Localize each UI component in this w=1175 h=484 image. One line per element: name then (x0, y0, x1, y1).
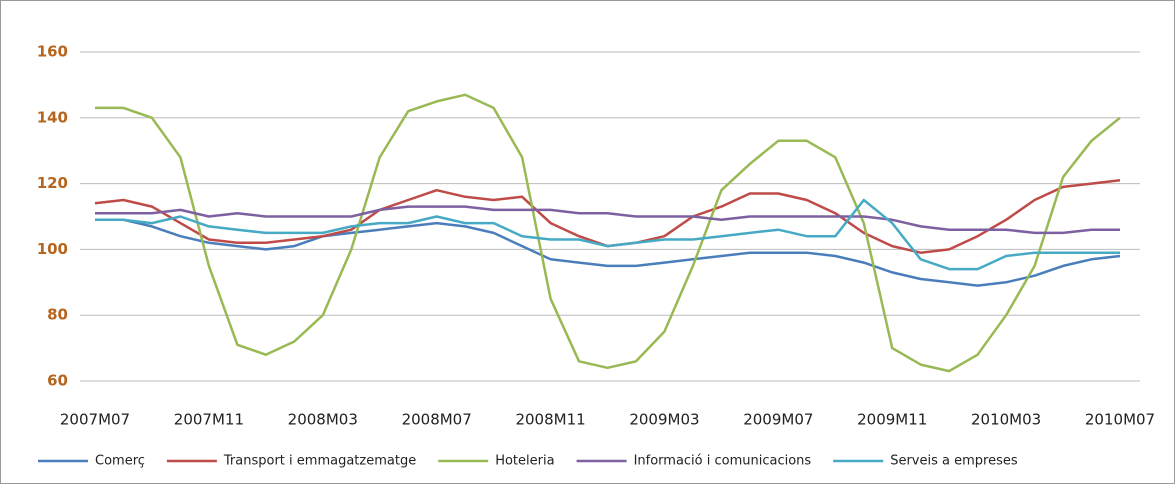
y-tick-label: 140 (37, 108, 68, 126)
y-tick-label: 100 (37, 240, 68, 258)
y-tick-label: 160 (37, 43, 68, 61)
legend-label: Informació i comunicacions (634, 454, 812, 469)
series-line (95, 93, 1121, 373)
x-tick-label: 2010M03 (971, 411, 1041, 429)
legend-label: Serveis a empreses (890, 454, 1018, 469)
legend-label: Comerç (95, 454, 145, 469)
legend-label: Transport i emmagatzematge (223, 454, 416, 469)
x-tick-label: 2009M03 (629, 411, 699, 429)
legend-label: Hoteleria (495, 454, 554, 469)
x-tick-label: 2010M07 (1085, 411, 1155, 429)
x-tick-label: 2008M07 (402, 411, 472, 429)
series-line (95, 205, 1120, 235)
series-line (95, 198, 1120, 271)
y-tick-label: 120 (37, 174, 68, 192)
x-tick-label: 2008M03 (288, 411, 358, 429)
y-tick-label: 80 (47, 306, 68, 324)
x-tick-label: 2007M07 (60, 411, 130, 429)
x-tick-label: 2008M11 (515, 411, 585, 429)
x-tick-label: 2009M07 (743, 411, 813, 429)
x-tick-label: 2009M11 (857, 411, 927, 429)
y-tick-label: 60 (47, 372, 68, 390)
x-tick-label: 2007M11 (174, 411, 244, 429)
series-line (95, 218, 1121, 287)
